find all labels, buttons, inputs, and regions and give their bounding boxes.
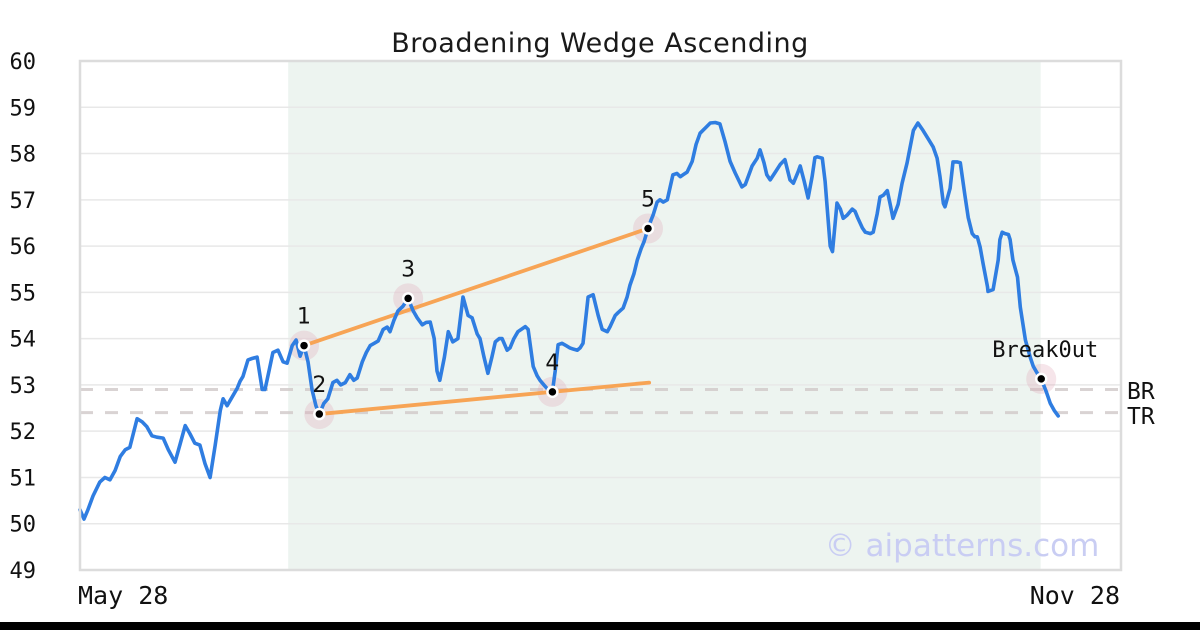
marker-dot <box>401 292 415 305</box>
br-level-label: BR <box>1127 379 1155 405</box>
marker-label: 2 <box>312 373 326 398</box>
y-tick-label: 53 <box>10 374 37 399</box>
marker-label: Break0ut <box>992 338 1098 363</box>
x-axis-start-label: May 28 <box>78 581 169 610</box>
y-tick-label: 56 <box>10 235 37 260</box>
tr-level-label: TR <box>1127 404 1155 430</box>
marker-label: 4 <box>545 351 559 376</box>
marker-label: 5 <box>641 188 655 213</box>
upper-trendline <box>302 226 650 348</box>
y-tick-label: 58 <box>10 143 37 168</box>
price-line <box>78 120 1060 521</box>
y-tick-label: 50 <box>10 513 37 538</box>
marker-label: 1 <box>297 305 311 330</box>
pattern-region <box>288 61 1041 570</box>
plot-border <box>78 59 1123 572</box>
y-tick-label: 51 <box>10 466 37 491</box>
y-tick-label: 59 <box>10 96 37 121</box>
marker-dot <box>546 385 559 399</box>
marker-dot <box>297 339 311 352</box>
marker-dot <box>1034 372 1048 386</box>
y-tick-label: 49 <box>10 559 37 584</box>
watermark: © aipatterns.com <box>824 528 1100 564</box>
marker-label: 3 <box>401 257 415 282</box>
chart-title: Broadening Wedge Ascending <box>391 28 809 59</box>
y-tick-label: 57 <box>10 189 37 214</box>
y-tick-label: 55 <box>10 281 37 306</box>
lower-trendline <box>317 380 652 416</box>
x-axis-end-label: Nov 28 <box>1029 581 1120 610</box>
bottom-bar <box>0 622 1200 630</box>
y-tick-label: 60 <box>10 50 37 75</box>
marker-dot <box>313 407 326 421</box>
marker-dot <box>641 222 655 235</box>
y-tick-label: 52 <box>10 420 37 445</box>
y-tick-label: 54 <box>10 328 37 353</box>
